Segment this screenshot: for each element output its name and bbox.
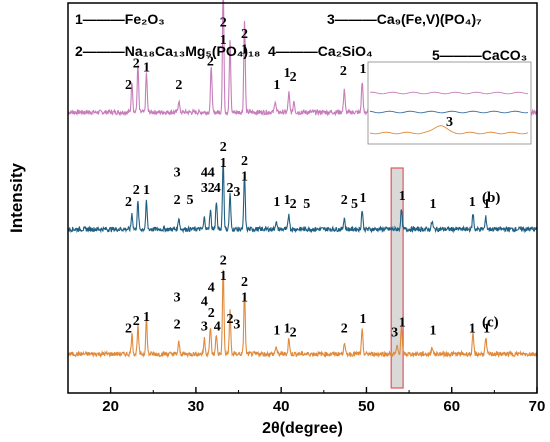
series-line-1 [67, 158, 538, 234]
trace-label-2: (c) [482, 315, 499, 331]
peak-label-1-20: 5 [303, 197, 310, 212]
peak-label-1-26: 1 [469, 195, 476, 210]
peak-label-1-25: 1 [429, 197, 436, 212]
x-tick-label-2: 40 [273, 398, 290, 415]
trace-label-1: (b) [482, 190, 500, 206]
peak-label-2-2: 1 [143, 310, 150, 325]
inset-line-0 [369, 91, 529, 95]
inset-line-1 [369, 110, 529, 114]
peak-label-2-5: 4 [201, 294, 208, 309]
inset-panel: 3 [367, 61, 532, 145]
peak-label-0-7: 2 [241, 27, 248, 42]
peak-label-0-12: 2 [340, 64, 347, 79]
peak-label-2-23: 1 [429, 324, 436, 339]
peak-label-2-12: 2 [227, 312, 234, 327]
peak-label-1-5: 5 [186, 193, 193, 208]
peak-label-1-10: 4 [214, 181, 221, 196]
legend-entry-1: 1———Fe₂O₃ [75, 11, 165, 27]
peak-label-2-25: 1 [483, 322, 490, 337]
peak-label-2-11: 1 [220, 269, 227, 284]
peak-label-2-0: 2 [125, 322, 132, 337]
peak-label-2-8: 2 [208, 306, 215, 321]
peak-label-2-24: 1 [469, 322, 476, 337]
x-tick-label-0: 20 [102, 398, 119, 415]
peak-label-0-10: 1 [284, 66, 291, 81]
plot-area: 221222121112211111(a)2213254432421232111… [67, 0, 538, 389]
peak-label-1-12: 1 [220, 156, 227, 171]
peak-label-1-19: 2 [290, 197, 297, 212]
peak-label-1-23: 1 [360, 191, 367, 206]
peak-label-1-18: 1 [284, 193, 291, 208]
peak-label-0-8: 1 [241, 43, 248, 58]
legend-entry-4: 4———Ca₂SiO₄ [268, 43, 373, 59]
peak-label-1-3: 3 [174, 166, 181, 181]
peak-label-2-3: 3 [174, 290, 181, 305]
inset-frame [367, 61, 532, 145]
peak-label-1-9: 2 [208, 181, 215, 196]
peak-label-2-10: 2 [220, 253, 227, 268]
inset-label: 3 [446, 115, 453, 130]
inset-line-2 [369, 125, 529, 135]
peak-label-1-15: 2 [241, 154, 248, 169]
peak-label-1-24: 1 [399, 189, 406, 204]
peak-label-0-6: 1 [220, 33, 227, 48]
peak-label-1-1: 2 [133, 183, 140, 198]
peak-label-2-15: 1 [241, 290, 248, 305]
peak-label-1-21: 2 [341, 193, 348, 208]
peak-label-1-13: 2 [227, 181, 234, 196]
peak-label-1-11: 2 [220, 140, 227, 155]
peak-label-1-2: 1 [143, 183, 150, 198]
legend-entry-5: 5———CaCO₃ [432, 47, 527, 63]
peak-label-0-4: 2 [207, 54, 214, 69]
peak-label-2-17: 1 [284, 322, 291, 337]
peak-label-0-3: 2 [175, 78, 182, 93]
highlight-band [390, 167, 404, 389]
legend: 1———Fe₂O₃ 3———Ca₉(Fe,V)(PO₄)₇ 2———Na₁₈Ca₁₃… [75, 11, 527, 63]
peak-label-1-14: 3 [233, 185, 240, 200]
peak-label-0-0: 2 [125, 78, 132, 93]
x-tick-label-4: 60 [443, 398, 460, 415]
peak-label-1-6: 4 [201, 166, 208, 181]
peak-label-2-20: 1 [360, 312, 367, 327]
peak-label-2-22: 1 [399, 316, 406, 331]
peak-label-0-1: 2 [133, 56, 140, 71]
x-tick-label-3: 50 [358, 398, 375, 415]
peak-label-2-16: 1 [273, 324, 280, 339]
peak-label-1-4: 2 [174, 193, 181, 208]
y-axis-label: Intensity [7, 163, 26, 233]
peak-label-0-9: 1 [273, 78, 280, 93]
peak-label-2-18: 2 [290, 325, 297, 340]
peak-label-2-1: 2 [133, 314, 140, 329]
peak-label-2-21: 3 [391, 325, 398, 340]
peak-label-2-9: 4 [214, 320, 221, 335]
legend-entry-3: 3———Ca₉(Fe,V)(PO₄)₇ [327, 11, 482, 27]
peak-label-0-2: 1 [143, 60, 150, 75]
peak-label-1-0: 2 [125, 195, 132, 210]
peak-label-0-5: 2 [220, 15, 227, 30]
peak-label-2-6: 4 [208, 281, 215, 296]
peak-label-1-16: 1 [241, 169, 248, 184]
peak-label-0-13: 1 [360, 62, 367, 77]
peak-label-1-17: 1 [273, 195, 280, 210]
peak-label-1-8: 3 [201, 181, 208, 196]
peak-label-2-13: 3 [233, 318, 240, 333]
peak-label-2-7: 3 [201, 320, 208, 335]
peak-label-2-4: 2 [174, 318, 181, 333]
peak-label-0-11: 2 [290, 70, 297, 85]
axes: 20 30 40 50 60 70 2θ(degree) Intensity [7, 2, 546, 437]
peak-label-2-19: 2 [341, 322, 348, 337]
x-axis-label: 2θ(degree) [262, 420, 343, 437]
peak-label-1-22: 5 [351, 197, 358, 212]
x-tick-label-5: 70 [529, 398, 546, 415]
peak-label-2-14: 2 [241, 275, 248, 290]
plot-frame [67, 2, 538, 394]
peak-label-1-27: 1 [483, 197, 490, 212]
peak-label-1-7: 4 [208, 166, 215, 181]
x-tick-label-1: 30 [188, 398, 205, 415]
series-line-2 [67, 269, 538, 359]
legend-entry-2: 2———Na₁₈Ca₁₃Mg₅(PO₄)₁₈ [75, 43, 260, 59]
